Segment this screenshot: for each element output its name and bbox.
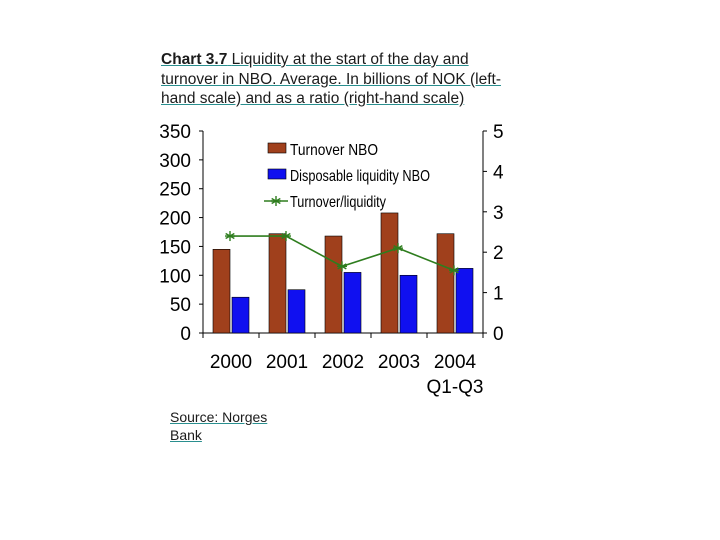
x-tick-label: 2000 [210,352,252,373]
legend-label: Turnover/liquidity [290,194,386,211]
ratio-marker [225,231,235,242]
ratio-marker [449,265,459,276]
right-tick-label: 3 [493,203,504,224]
right-tick-label: 1 [493,284,504,305]
chart-bars [212,212,474,334]
left-tick-label: 200 [159,209,191,230]
right-tick-label: 5 [493,122,504,143]
turnover-bar [212,249,231,334]
left-tick-label: 300 [159,151,191,172]
x-tick-label: 2002 [322,352,364,373]
legend-swatch-liquidity [267,168,287,180]
liquidity-bar [287,289,306,334]
left-tick-label: 100 [159,266,191,287]
right-tick-label: 2 [493,243,504,264]
right-tick-label: 4 [493,162,504,183]
left-tick-label: 150 [159,237,191,258]
turnover-bar [268,233,287,334]
right-tick-label: 0 [493,324,504,345]
left-tick-label: 0 [180,324,191,345]
tick-labels: 0 50 100 150 200 250 300 350 0 1 2 3 4 5 2000 2001 2002 2… [159,122,504,398]
liquidity-bar [343,272,362,334]
ratio-line-layer [225,231,459,276]
x-tick-label: 2004 [434,352,477,373]
ratio-marker [393,243,403,254]
liquidity-bar [399,274,418,334]
chart-axes [199,130,487,338]
x-tick-label: 2003 [378,352,420,373]
left-tick-label: 250 [159,180,191,201]
legend-swatch-ratio-marker [271,196,281,206]
legend-label: Turnover NBO [290,142,378,159]
x-tick-sublabel: Q1-Q3 [426,377,483,398]
chart: Turnover NBO Disposable liquidity NBO Turn… [159,122,504,398]
source-note: Source: Norges Bank [170,409,268,443]
liquidity-bar [231,296,250,334]
chart-legend: Turnover NBO Disposable liquidity NBO Turn… [264,142,430,211]
turnover-bar [380,212,399,334]
turnover-bar [324,235,343,334]
ratio-marker [281,231,291,242]
turnover-bar [436,233,455,334]
liquidity-bar [455,268,474,334]
x-tick-label: 2001 [266,352,308,373]
chart-title-text: Liquidity at the start of the day and tu… [161,51,502,107]
left-tick-label: 350 [159,122,191,143]
legend-swatch-turnover [267,142,287,154]
chart-number: Chart 3.7 [161,51,228,68]
chart-title: Chart 3.7 Liquidity at the start of the … [161,50,501,109]
legend-label: Disposable liquidity NBO [290,168,430,185]
ratio-marker [337,261,347,272]
left-tick-label: 50 [170,295,191,316]
